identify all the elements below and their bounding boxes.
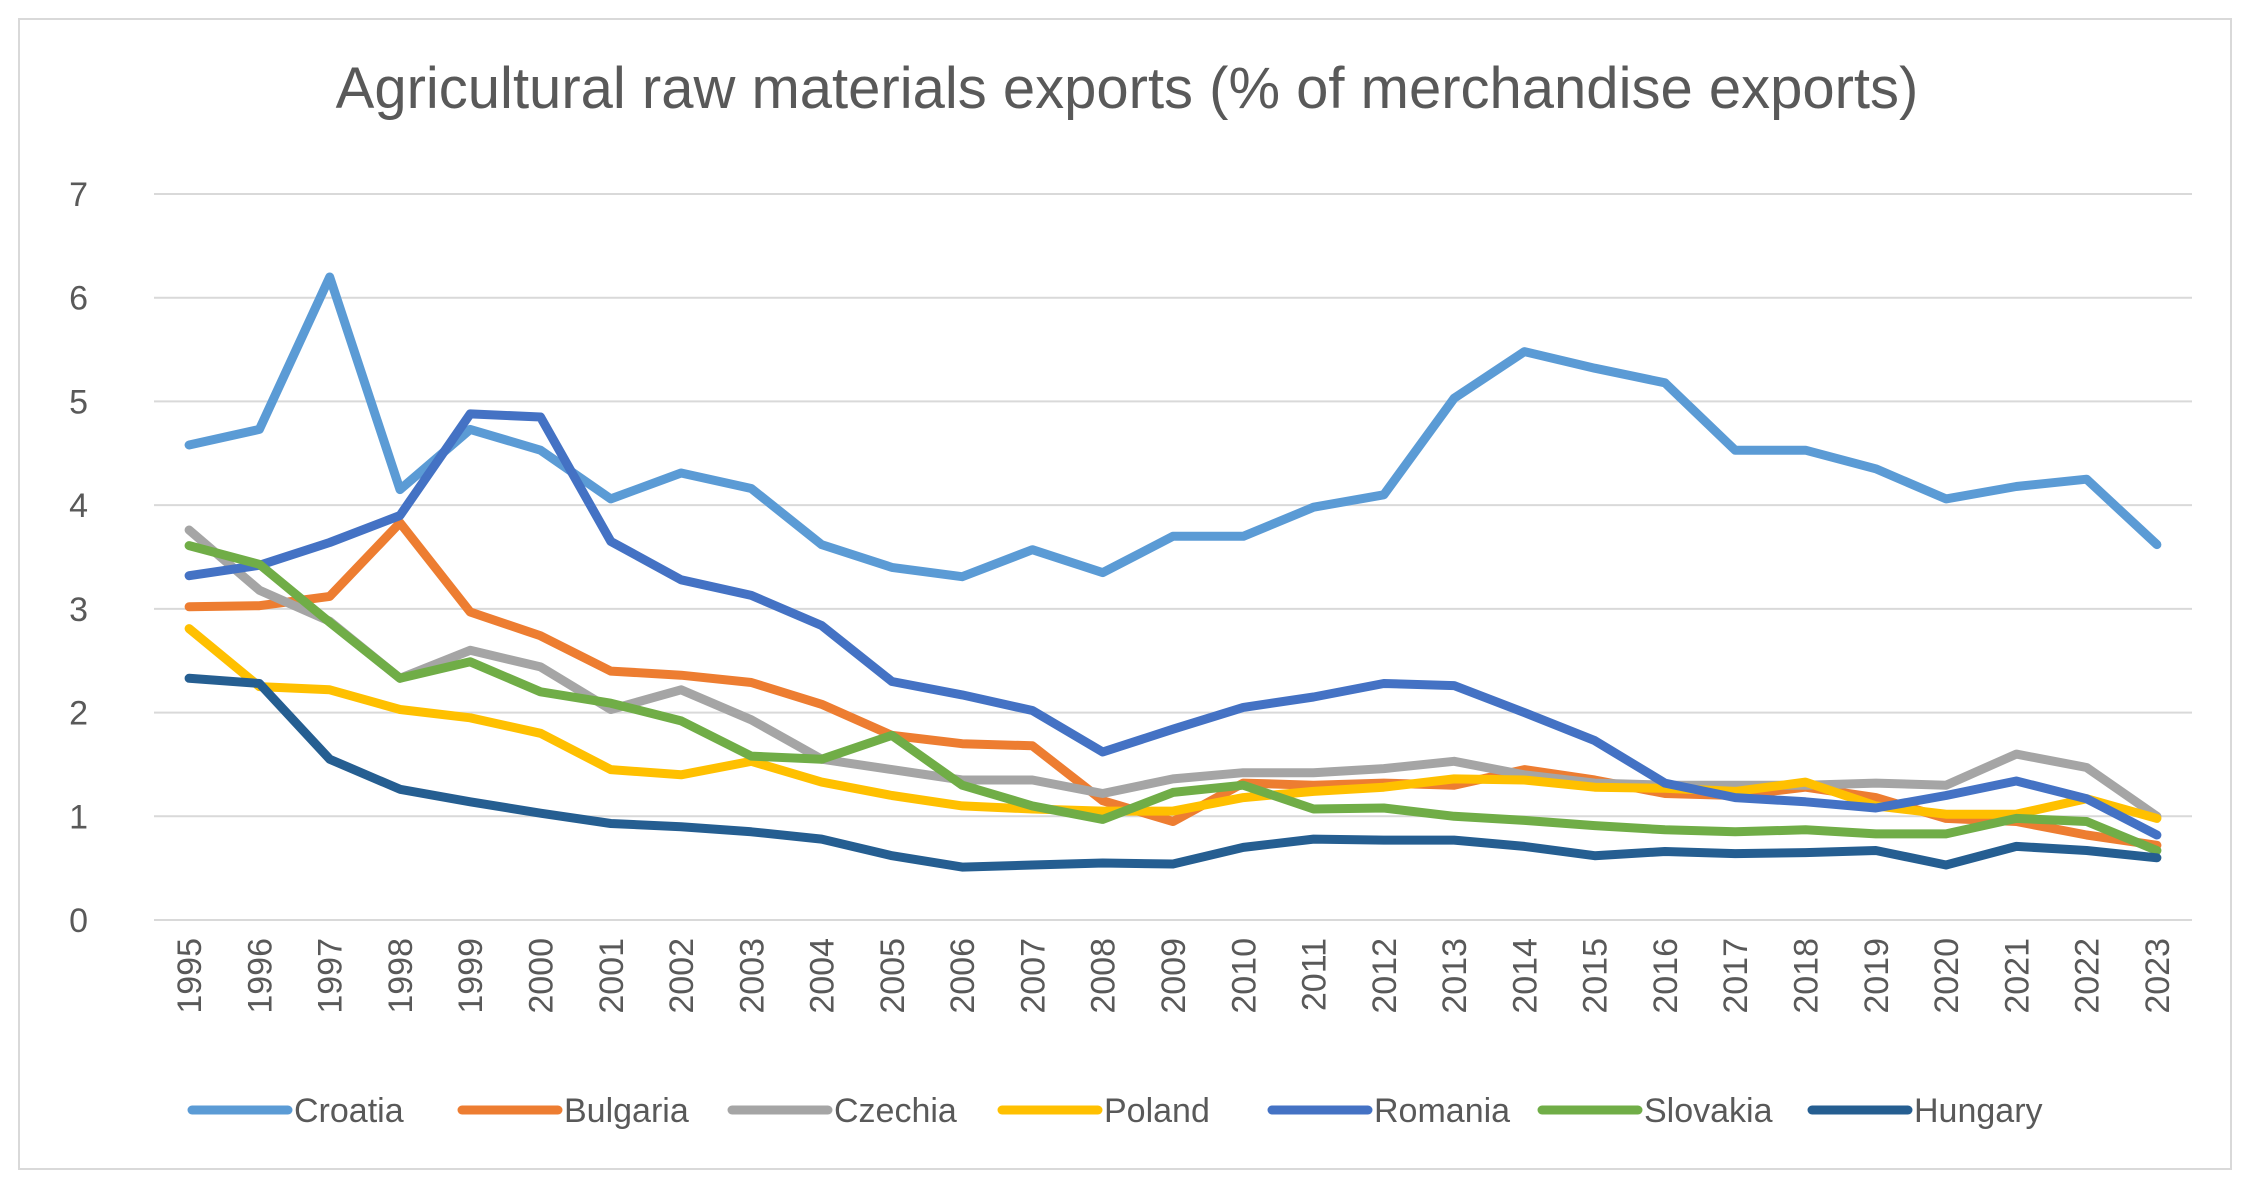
x-tick-label: 2003 xyxy=(733,938,771,1014)
gridlines xyxy=(154,193,2192,921)
x-tick-label: 2002 xyxy=(663,938,701,1014)
x-tick-label: 2023 xyxy=(2139,938,2177,1014)
x-tick-label: 1998 xyxy=(382,938,420,1014)
y-tick-label: 2 xyxy=(69,695,88,733)
legend-label-croatia: Croatia xyxy=(294,1092,404,1130)
x-tick-label: 2012 xyxy=(1366,938,1404,1014)
chart-title: Agricultural raw materials exports (% of… xyxy=(336,56,1919,121)
x-tick-label: 2010 xyxy=(1225,938,1263,1014)
series-line-romania xyxy=(184,409,2162,840)
y-axis-tick-labels: 0 1 2 3 4 5 6 7 xyxy=(69,176,88,940)
x-tick-label: 2016 xyxy=(1647,938,1685,1014)
x-tick-label: 2015 xyxy=(1577,938,1615,1014)
x-tick-label: 2001 xyxy=(593,938,631,1014)
x-tick-label: 2020 xyxy=(1928,938,1966,1014)
legend-label-poland: Poland xyxy=(1104,1092,1210,1130)
legend-label-bulgaria: Bulgaria xyxy=(564,1092,689,1130)
y-tick-label: 4 xyxy=(69,487,88,525)
legend: Croatia Bulgaria Czechia Poland Romania Slova… xyxy=(187,1092,2043,1130)
x-tick-label: 2014 xyxy=(1506,938,1544,1014)
line-chart: Agricultural raw materials exports (% of… xyxy=(69,56,2192,1130)
y-tick-label: 7 xyxy=(69,176,88,214)
y-tick-label: 5 xyxy=(69,383,88,421)
y-tick-label: 0 xyxy=(69,902,88,940)
x-tick-label: 2019 xyxy=(1858,938,1896,1014)
x-tick-label: 2011 xyxy=(1296,938,1334,1011)
y-tick-label: 6 xyxy=(69,280,88,318)
x-axis-tick-labels: 1995 1996 1997 1998 1999 2000 2001 2002 2003 2004… xyxy=(171,938,2177,1014)
x-tick-label: 2004 xyxy=(804,938,842,1014)
series-line-slovakia xyxy=(184,541,2162,855)
series-line-croatia xyxy=(184,272,2162,582)
legend-label-slovakia: Slovakia xyxy=(1644,1092,1773,1130)
x-tick-label: 2007 xyxy=(1014,938,1052,1014)
x-tick-label: 1996 xyxy=(241,938,279,1014)
x-tick-label: 2009 xyxy=(1155,938,1193,1014)
series-lines xyxy=(184,272,2162,872)
x-tick-label: 1997 xyxy=(312,938,350,1014)
x-tick-label: 2022 xyxy=(2069,938,2107,1014)
x-tick-label: 2006 xyxy=(944,938,982,1014)
series-line-poland xyxy=(184,624,2162,823)
x-tick-label: 1995 xyxy=(171,938,209,1014)
legend-label-hungary: Hungary xyxy=(1914,1092,2043,1130)
y-tick-label: 3 xyxy=(69,591,88,629)
x-tick-label: 2000 xyxy=(523,938,561,1014)
x-tick-label: 1999 xyxy=(452,938,490,1014)
x-tick-label: 2005 xyxy=(874,938,912,1014)
legend-label-romania: Romania xyxy=(1374,1092,1510,1130)
x-tick-label: 2021 xyxy=(1998,938,2036,1014)
x-tick-label: 2017 xyxy=(1717,938,1755,1014)
series-line-czechia xyxy=(184,525,2162,821)
y-tick-label: 1 xyxy=(69,798,88,836)
chart-frame: Agricultural raw materials exports (% of… xyxy=(18,18,2232,1170)
series-line-hungary xyxy=(184,673,2162,872)
x-tick-label: 2013 xyxy=(1436,938,1474,1014)
legend-label-czechia: Czechia xyxy=(834,1092,957,1130)
x-tick-label: 2008 xyxy=(1085,938,1123,1014)
x-tick-label: 2018 xyxy=(1787,938,1825,1014)
